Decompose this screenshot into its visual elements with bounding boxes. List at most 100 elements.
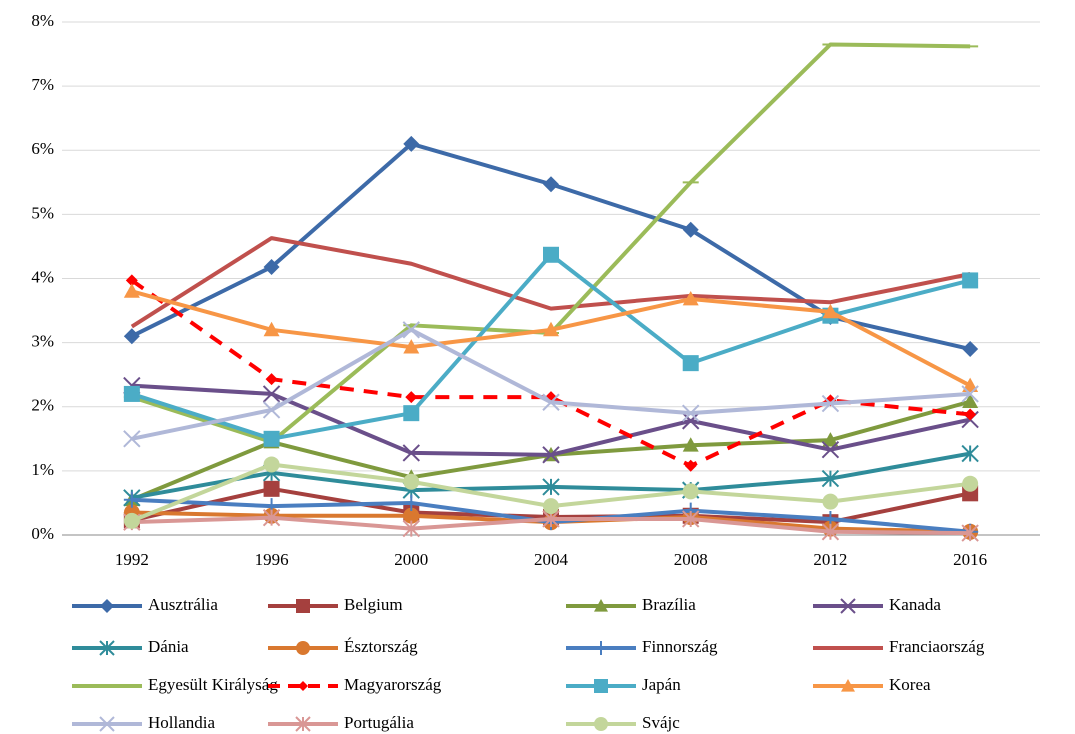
x-tick-label: 2008: [674, 550, 708, 569]
x-tick-label: 1992: [115, 550, 149, 569]
legend-label: Japán: [642, 675, 681, 694]
marker: [961, 385, 979, 403]
marker: [99, 640, 115, 656]
marker: [123, 430, 141, 448]
marker: [962, 272, 979, 289]
marker: [682, 291, 699, 306]
marker: [100, 599, 114, 613]
marker: [962, 393, 979, 409]
legend-label: Dánia: [148, 637, 189, 656]
marker: [543, 246, 559, 263]
y-tick-label: 3%: [31, 332, 54, 351]
marker: [263, 258, 280, 275]
marker: [403, 339, 420, 354]
y-tick-label: 6%: [31, 139, 54, 158]
legend-label: Belgium: [344, 595, 403, 614]
legend-label: Franciaország: [889, 637, 985, 656]
marker: [403, 494, 420, 511]
legend-label: Korea: [889, 675, 931, 694]
marker: [543, 498, 559, 515]
legend-label: Egyesült Királyság: [148, 675, 278, 694]
marker: [99, 716, 115, 732]
marker: [403, 135, 420, 152]
marker: [263, 480, 280, 497]
x-tick-label: 2004: [534, 550, 569, 569]
marker: [542, 478, 560, 496]
marker: [684, 459, 697, 472]
marker: [821, 469, 840, 488]
y-tick-label: 4%: [31, 267, 54, 286]
marker: [594, 717, 608, 731]
marker: [298, 681, 308, 691]
marker: [841, 679, 855, 692]
marker: [543, 321, 559, 337]
marker: [840, 598, 856, 614]
y-tick-label: 0%: [31, 524, 54, 543]
marker: [594, 599, 608, 612]
marker: [262, 401, 281, 419]
marker: [962, 341, 979, 358]
legend-label: Magyarország: [344, 675, 442, 694]
y-tick-label: 5%: [31, 203, 54, 222]
legend-label: Brazília: [642, 595, 696, 614]
legend-label: Ausztrália: [148, 595, 218, 614]
y-tick-label: 8%: [31, 11, 54, 30]
y-tick-label: 1%: [31, 460, 54, 479]
marker: [262, 385, 281, 403]
marker: [594, 679, 608, 693]
marker: [682, 355, 699, 372]
series-line: [130, 236, 971, 329]
marker: [542, 393, 560, 411]
series-line: [131, 42, 971, 445]
marker: [961, 524, 979, 542]
y-tick-label: 7%: [31, 75, 54, 94]
marker: [402, 519, 420, 538]
marker: [822, 303, 839, 319]
marker: [296, 641, 310, 655]
marker: [962, 475, 979, 492]
x-tick-label: 2012: [813, 550, 847, 569]
marker: [962, 377, 979, 392]
marker: [682, 404, 700, 422]
marker: [403, 405, 420, 422]
x-tick-label: 2000: [394, 550, 428, 569]
marker: [123, 283, 140, 298]
marker: [123, 385, 140, 402]
marker: [403, 507, 420, 524]
marker: [125, 274, 138, 287]
marker: [682, 221, 699, 238]
marker: [821, 441, 840, 459]
legend-label: Finnország: [642, 637, 718, 656]
marker: [682, 510, 700, 528]
marker: [682, 412, 700, 430]
marker: [265, 373, 278, 386]
marker: [263, 430, 280, 447]
marker: [964, 408, 977, 421]
marker: [542, 446, 560, 464]
marker: [296, 599, 310, 613]
legend-label: Észtország: [344, 637, 418, 656]
marker: [682, 437, 699, 452]
marker: [263, 321, 280, 337]
marker: [822, 493, 839, 510]
marker: [402, 444, 420, 462]
x-tick-label: 2016: [953, 550, 987, 569]
marker: [295, 716, 311, 732]
series-line: [131, 327, 971, 441]
legend-label: Portugália: [344, 713, 414, 732]
marker: [822, 432, 839, 447]
marker: [961, 444, 979, 463]
legend-label: Svájc: [642, 713, 680, 732]
marker: [123, 328, 140, 345]
marker: [821, 523, 840, 541]
marker: [402, 321, 420, 339]
marker: [403, 473, 420, 490]
marker: [405, 391, 418, 404]
y-tick-label: 2%: [31, 396, 54, 415]
marker: [682, 483, 699, 500]
marker: [123, 512, 140, 529]
marker: [262, 508, 281, 527]
marker: [543, 176, 559, 193]
marker: [821, 394, 840, 413]
